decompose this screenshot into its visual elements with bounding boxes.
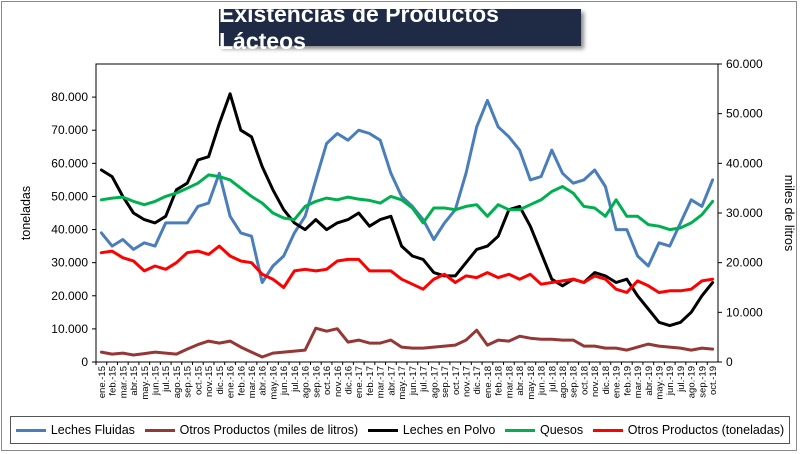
y-right-tick-label: 50.000: [726, 107, 763, 121]
x-tick-label: feb.-16: [236, 366, 247, 396]
x-tick-label: may.-18: [526, 366, 537, 400]
x-tick-label: mar.-18: [504, 366, 515, 398]
legend-swatch: [592, 428, 623, 432]
x-tick-label: may.-19: [655, 366, 666, 400]
y-left-tick-label: 10.000: [51, 322, 88, 336]
y-right-tick-label: 60.000: [726, 57, 763, 71]
x-tick-label: oct.-15: [193, 366, 204, 395]
x-tick-label: dic.-16: [344, 366, 355, 395]
x-tick-label: may.-16: [268, 366, 279, 400]
legend-label: Leches Fluidas: [50, 423, 135, 437]
x-tick-label: ago.-18: [558, 366, 569, 398]
x-tick-label: nov.-16: [333, 366, 344, 397]
x-tick-label: jul.-19: [676, 366, 687, 393]
x-tick-label: mar.-16: [247, 366, 258, 398]
x-tick-label: feb.-15: [108, 366, 119, 396]
x-tick-label: jun.-15: [150, 366, 161, 396]
x-tick-label: mar.-17: [376, 366, 387, 398]
x-tick-label: abr.-19: [644, 366, 655, 396]
x-tick-label: may.-15: [140, 366, 151, 400]
x-tick-label: feb.-18: [494, 366, 505, 396]
legend-item-otros-productos-litros: Otros Productos (miles de litros): [144, 423, 359, 437]
x-tick-label: ene.-17: [354, 366, 365, 398]
x-tick-label: ago.-17: [429, 366, 440, 398]
x-tick-label: abr.-18: [515, 366, 526, 396]
x-tick-label: sep.-19: [697, 366, 708, 398]
x-tick-label: dic.-15: [215, 366, 226, 395]
x-tick-label: feb.-17: [365, 366, 376, 396]
x-tick-label: mar.-15: [118, 366, 129, 398]
legend-item-otros-productos-toneladas: Otros Productos (toneladas): [592, 423, 785, 437]
y-right-tick-label: 30.000: [726, 206, 763, 220]
legend-item-leches-en-polvo: Leches en Polvo: [367, 423, 496, 437]
legend-label: Leches en Polvo: [402, 423, 496, 437]
y-right-tick-label: 20.000: [726, 256, 763, 270]
x-tick-label: jul.-16: [290, 366, 301, 393]
y-left-tick-label: 80.000: [51, 90, 88, 104]
legend-label: Quesos: [540, 423, 584, 437]
x-tick-label: jun.-18: [537, 366, 548, 396]
legend-label: Otros Productos (miles de litros): [179, 423, 359, 437]
y-right-tick-label: 10.000: [726, 305, 763, 319]
x-tick-label: dic.-18: [601, 366, 612, 395]
legend-item-quesos: Quesos: [505, 423, 583, 437]
x-tick-label: feb.-19: [622, 366, 633, 396]
x-tick-label: sep.-17: [440, 366, 451, 398]
x-tick-label: oct.-17: [451, 366, 462, 395]
series-line-otros-productos-miles-de-litros: [99, 326, 715, 359]
series-line-leches-en-polvo: [99, 92, 715, 328]
series-line-otros-productos-toneladas: [99, 244, 715, 294]
x-tick-label: oct.-16: [322, 366, 333, 395]
x-tick-label: jun.-19: [665, 366, 676, 396]
y-right-tick-label: 40.000: [726, 156, 763, 170]
y-left-tick-label: 60.000: [51, 156, 88, 170]
x-tick-label: ago.-16: [301, 366, 312, 398]
x-tick-label: ene.-15: [97, 366, 108, 398]
x-tick-label: ene.-19: [612, 366, 623, 398]
x-tick-label: abr.-15: [129, 366, 140, 396]
legend-swatch: [367, 428, 398, 432]
legend-swatch: [505, 428, 535, 432]
y-left-tick-label: 20.000: [51, 289, 88, 303]
x-tick-label: sep.-16: [311, 366, 322, 398]
x-tick-label: mar.-19: [633, 366, 644, 398]
x-tick-label: sep.-18: [569, 366, 580, 398]
y-right-axis-title: miles de litros: [782, 175, 796, 251]
y-left-tick-label: 70.000: [51, 123, 88, 137]
y-left-tick-label: 40.000: [51, 223, 88, 237]
plot-area: [95, 63, 719, 363]
y-left-axis-title: toneladas: [19, 186, 33, 240]
x-tick-label: ago.-15: [172, 366, 183, 398]
series-line-quesos: [99, 173, 715, 232]
y-left-tick-label: 0: [81, 355, 88, 369]
x-tick-label: ago.-19: [687, 366, 698, 398]
x-tick-label: jun.-17: [408, 366, 419, 396]
x-tick-label: abr.-16: [258, 366, 269, 396]
x-tick-label: nov.-17: [461, 366, 472, 397]
legend-item-leches-fluidas: Leches Fluidas: [15, 423, 135, 437]
x-tick-label: may.-17: [397, 366, 408, 400]
x-tick-label: abr.-17: [386, 366, 397, 396]
x-tick-label: nov.-18: [590, 366, 601, 397]
chart-legend: Leches Fluidas Otros Productos (miles de…: [10, 416, 790, 444]
x-tick-label: ene.-18: [483, 366, 494, 398]
y-left-tick-label: 30.000: [51, 256, 88, 270]
y-right-tick-label: 0: [726, 355, 733, 369]
x-tick-label: oct.-18: [579, 366, 590, 395]
x-tick-label: dic.-17: [472, 366, 483, 395]
x-tick-label: sep.-15: [183, 366, 194, 398]
x-tick-label: ene.-16: [226, 366, 237, 398]
legend-swatch: [15, 428, 46, 432]
x-tick-label: oct.-19: [708, 366, 719, 395]
y-left-tick-label: 50.000: [51, 189, 88, 203]
x-tick-label: jul.-17: [419, 366, 430, 393]
x-tick-label: jul.-18: [547, 366, 558, 393]
x-tick-label: jul.-15: [161, 366, 172, 393]
x-tick-label: nov.-15: [204, 366, 215, 397]
x-tick-label: jun.-16: [279, 366, 290, 396]
legend-label: Otros Productos (toneladas): [627, 423, 785, 437]
legend-swatch: [144, 428, 175, 432]
